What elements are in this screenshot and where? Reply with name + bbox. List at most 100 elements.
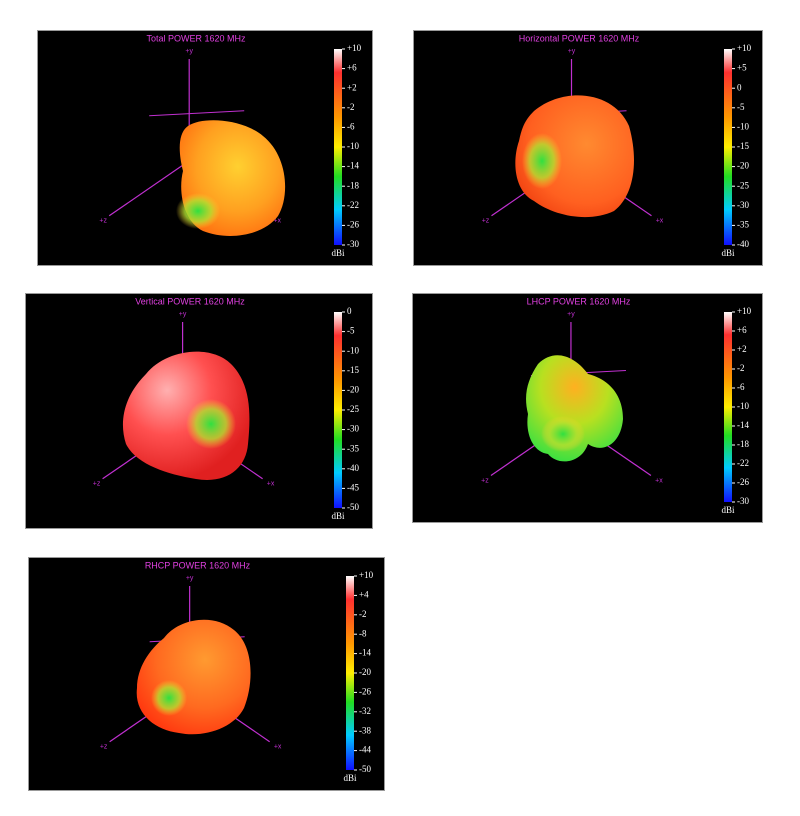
colorbar-tick-label: -30 (737, 496, 749, 506)
colorbar-tick-label: +5 (737, 63, 747, 73)
colorbar-tick-label: +10 (347, 43, 362, 53)
pattern-panel: LHCP POWER 1620 MHz +y +z +x +10 +6 +2 -2 -6 -10 -… (412, 293, 763, 523)
axis-label: +y (567, 311, 575, 318)
colorbar-tick-label: -30 (737, 200, 749, 210)
colorbar-tick-label: -14 (359, 648, 371, 658)
colorbar-tick-label: -15 (347, 365, 359, 375)
axis-label: +x (655, 477, 663, 484)
colorbar-tick-label: +6 (347, 63, 357, 73)
panel-title: RHCP POWER 1620 MHz (145, 560, 251, 570)
colorbar-tick-label: -14 (347, 161, 359, 171)
colorbar-tick-label: -10 (737, 121, 749, 131)
axis-label: +z (100, 744, 108, 751)
colorbar-tick-label: +10 (359, 570, 374, 580)
colorbar-tick-label: 0 (737, 82, 742, 92)
axis-label: +x (267, 481, 275, 488)
colorbar-tick-label: -40 (737, 239, 749, 249)
pattern-panel: Horizontal POWER 1620 MHz +y +z +x +10 +5 0 -5 -… (413, 30, 763, 266)
colorbar-tick-label: -20 (359, 667, 371, 677)
panel-title: LHCP POWER 1620 MHz (527, 296, 631, 306)
colorbar-tick-label: +2 (347, 82, 357, 92)
pattern-panel: RHCP POWER 1620 MHz +y +z +x +10 +4 -2 -8 -14 -20… (28, 557, 385, 791)
colorbar-tick-label: -2 (347, 102, 355, 112)
colorbar-tick-label: -20 (347, 384, 359, 394)
colorbar-tick-label: -15 (737, 141, 749, 151)
colorbar-unit: dBi (721, 248, 735, 258)
axis-label: +x (656, 218, 664, 225)
pattern-shading (522, 133, 562, 189)
panel-title: Vertical POWER 1620 MHz (135, 296, 245, 306)
pattern-shading (151, 680, 187, 716)
colorbar-tick-label: -5 (347, 326, 355, 336)
colorbar-tick-label: -25 (347, 404, 359, 414)
axis-label: +x (273, 218, 281, 225)
axis-label: +z (482, 218, 490, 225)
colorbar-tick-label: -44 (359, 745, 371, 755)
axis-label: +y (185, 48, 193, 55)
colorbar-tick-label: -30 (347, 239, 359, 249)
colorbar-tick-label: -2 (359, 609, 367, 619)
colorbar-unit: dBi (331, 511, 345, 521)
pattern-panel: Vertical POWER 1620 MHz +y +z +x 0 -5 -10 -15 -2… (25, 293, 373, 529)
colorbar-tick-label: -50 (359, 764, 371, 774)
colorbar-tick-label: +10 (737, 306, 752, 316)
axis-label: +z (481, 477, 489, 484)
colorbar-tick-label: +2 (737, 344, 747, 354)
pattern-panel: Total POWER 1620 MHz +y +z +x +10 +6 +2 -2 -6 -10… (37, 30, 373, 266)
panel-canvas: Vertical POWER 1620 MHz +y +z +x 0 -5 -10 -15 -2… (93, 296, 360, 521)
panel-canvas: Total POWER 1620 MHz +y +z +x +10 +6 +2 -2 -6 -10… (99, 33, 362, 258)
colorbar (724, 312, 732, 502)
colorbar-tick-label: -10 (737, 401, 749, 411)
radiation-pattern (136, 619, 251, 735)
colorbar-tick-label: -38 (359, 725, 371, 735)
colorbar (334, 49, 342, 245)
pattern-shading (186, 399, 236, 449)
panel-title: Horizontal POWER 1620 MHz (519, 33, 640, 43)
colorbar-tick-label: -32 (359, 706, 371, 716)
colorbar-unit: dBi (721, 505, 735, 515)
colorbar-tick-label: -30 (347, 424, 359, 434)
colorbar-tick-label: -26 (359, 686, 371, 696)
colorbar-tick-label: -50 (347, 502, 359, 512)
colorbar-tick-label: -35 (347, 443, 359, 453)
colorbar-tick-label: 0 (347, 306, 352, 316)
colorbar-tick-label: -20 (737, 161, 749, 171)
colorbar-tick-label: -10 (347, 141, 359, 151)
colorbar-tick-label: -22 (737, 458, 749, 468)
colorbar-tick-label: -40 (347, 463, 359, 473)
colorbar (724, 49, 732, 245)
colorbar-tick-label: +6 (737, 325, 747, 335)
colorbar-tick-label: -26 (737, 477, 749, 487)
colorbar-tick-label: -10 (347, 345, 359, 355)
panel-canvas: LHCP POWER 1620 MHz +y +z +x +10 +6 +2 -2 -6 -10 -… (481, 296, 752, 515)
colorbar-unit: dBi (331, 248, 345, 258)
axis-label: +y (568, 48, 576, 55)
colorbar-tick-label: -25 (737, 180, 749, 190)
colorbar-tick-label: -5 (737, 102, 745, 112)
colorbar-tick-label: +4 (359, 589, 369, 599)
colorbar-tick-label: -14 (737, 420, 749, 430)
colorbar (334, 312, 342, 508)
panel-canvas: Horizontal POWER 1620 MHz +y +z +x +10 +5 0 -5 -… (482, 33, 752, 258)
axis-label: +y (186, 575, 194, 582)
axis-label: +z (99, 218, 107, 225)
colorbar-tick-label: -6 (347, 121, 355, 131)
colorbar-tick-label: -6 (737, 382, 745, 392)
colorbar-tick-label: +10 (737, 43, 752, 53)
panel-title: Total POWER 1620 MHz (146, 33, 246, 43)
axis-line (149, 110, 245, 117)
panel-canvas: RHCP POWER 1620 MHz +y +z +x +10 +4 -2 -8 -14 -20… (100, 560, 374, 783)
colorbar-tick-label: -22 (347, 200, 359, 210)
colorbar-tick-label: -45 (347, 482, 359, 492)
pattern-shading (541, 416, 585, 452)
colorbar-tick-label: -2 (737, 363, 745, 373)
colorbar-tick-label: -8 (359, 628, 367, 638)
colorbar-tick-label: -26 (347, 219, 359, 229)
colorbar-tick-label: -18 (737, 439, 749, 449)
axis-label: +z (93, 481, 101, 488)
colorbar (346, 576, 354, 770)
pattern-shading (176, 193, 220, 229)
axis-label: +y (179, 311, 187, 318)
colorbar-unit: dBi (343, 773, 357, 783)
